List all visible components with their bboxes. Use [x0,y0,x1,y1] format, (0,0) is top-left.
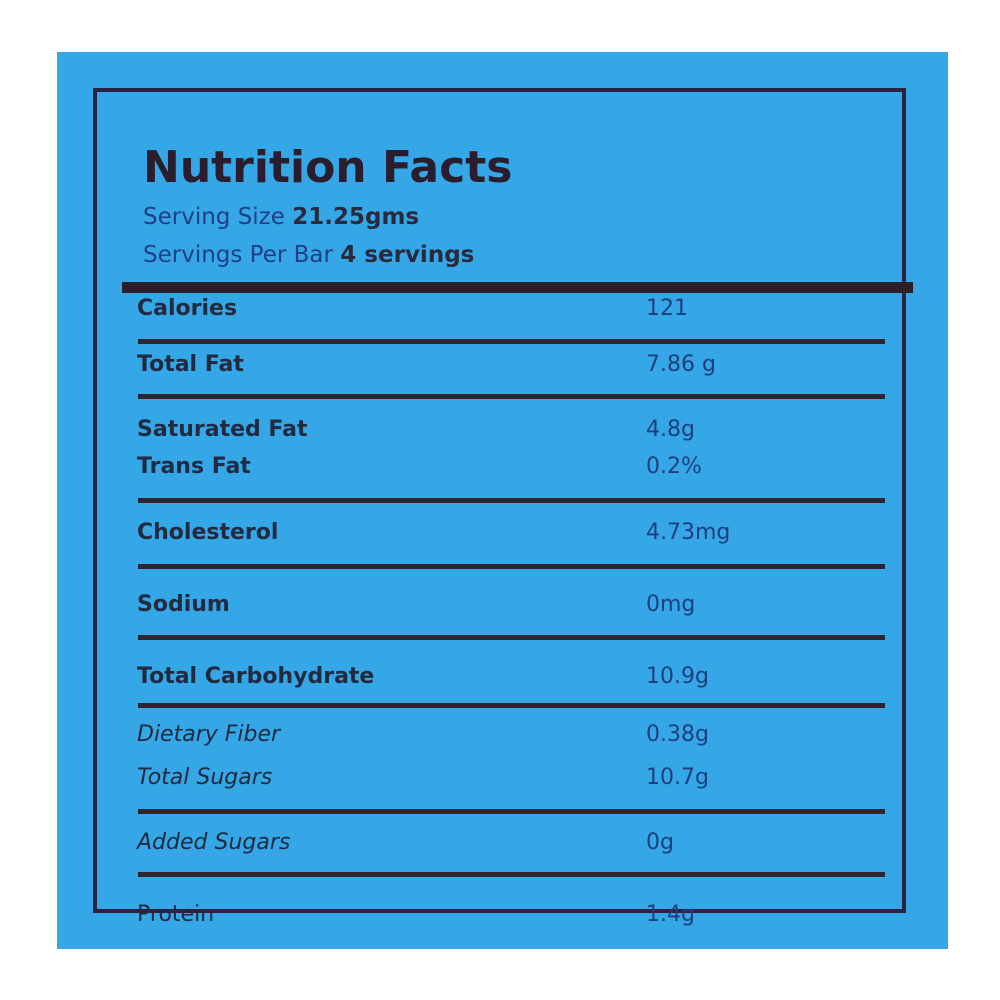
row-label-trans-fat: Trans Fat [137,454,251,479]
servings-per-bar: Servings Per Bar 4 servings [143,242,475,268]
row-label-added-sugars: Added Sugars [137,830,291,855]
divider [138,498,885,503]
row-label-total-fat: Total Fat [137,352,244,377]
row-value-total-carbohydrate: 10.9g [646,664,709,689]
row-value-cholesterol: 4.73mg [646,520,731,545]
divider [138,809,885,814]
row-value-trans-fat: 0.2% [646,454,702,479]
nutrition-panel: Nutrition Facts Serving Size 21.25gms Se… [57,52,948,949]
row-value-added-sugars: 0g [646,830,674,855]
row-value-protein: 1.4g [646,902,695,927]
row-value-saturated-fat: 4.8g [646,417,695,442]
nutrition-label-border: Nutrition Facts Serving Size 21.25gms Se… [93,88,913,927]
row-label-sodium: Sodium [137,592,230,617]
divider [138,394,885,399]
divider [138,703,885,708]
row-label-saturated-fat: Saturated Fat [137,417,308,442]
divider [138,635,885,640]
serving-size: Serving Size 21.25gms [143,204,420,230]
row-label-total-sugars: Total Sugars [137,765,273,790]
row-label-protein: Protein [137,902,215,927]
row-value-total-fat: 7.86 g [646,352,716,377]
divider [138,339,885,344]
row-label-dietary-fiber: Dietary Fiber [137,722,281,747]
row-label-total-carbohydrate: Total Carbohydrate [137,664,375,689]
row-value-calories: 121 [646,296,688,321]
divider [138,564,885,569]
row-value-sodium: 0mg [646,592,696,617]
row-label-calories: Calories [137,296,238,321]
row-label-cholesterol: Cholesterol [137,520,279,545]
divider [138,872,885,877]
row-value-dietary-fiber: 0.38g [646,722,709,747]
row-value-total-sugars: 10.7g [646,765,709,790]
label-title: Nutrition Facts [143,142,513,193]
thick-divider [122,282,913,293]
